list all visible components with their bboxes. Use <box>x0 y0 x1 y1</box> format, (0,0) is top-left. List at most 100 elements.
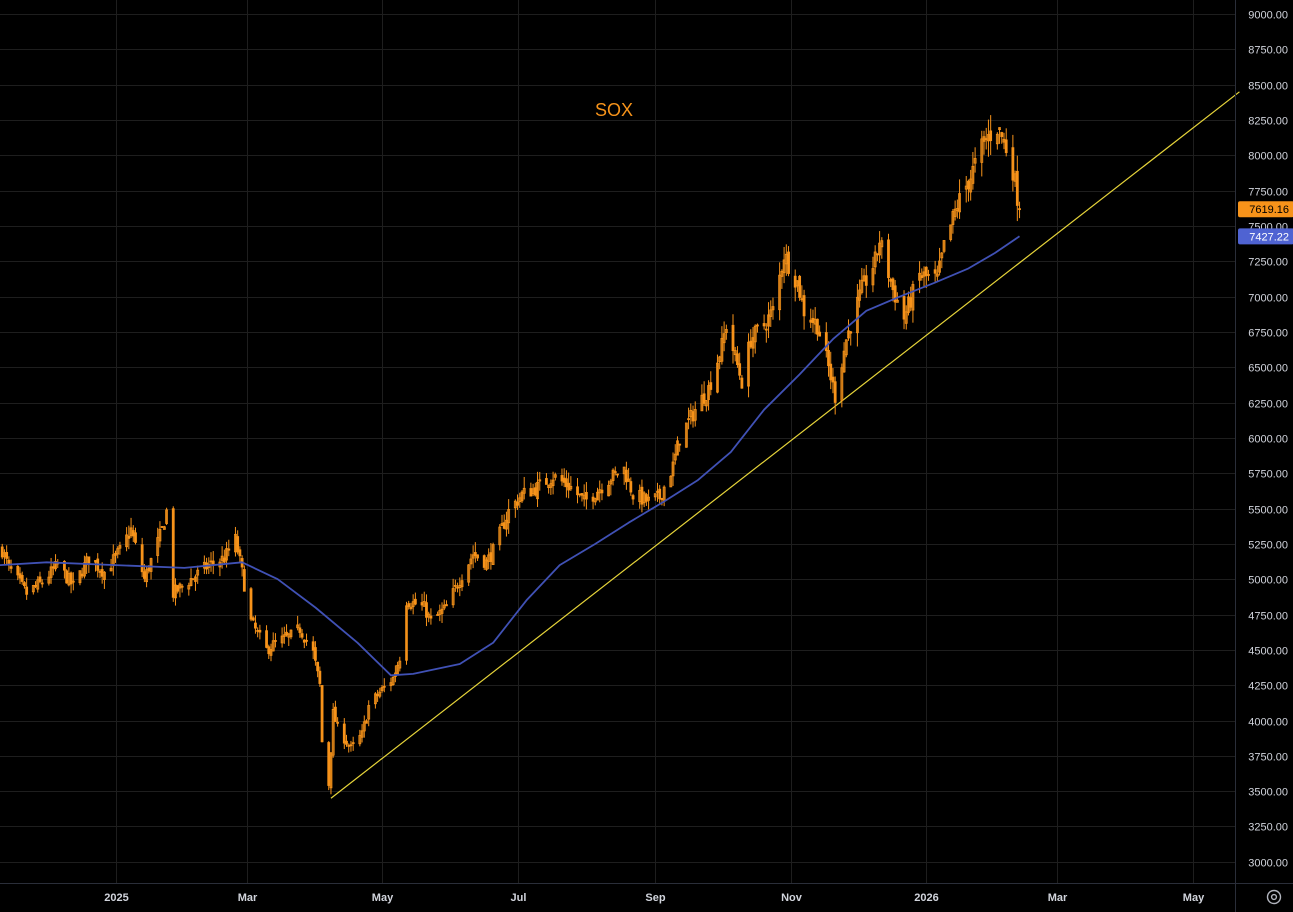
y-tick-label: 4500.00 <box>1248 646 1288 658</box>
candle-body <box>311 641 315 651</box>
candle-body <box>378 691 382 697</box>
candle-body <box>920 275 924 278</box>
candle-body <box>362 721 366 732</box>
candle-body <box>360 730 364 738</box>
candle-body <box>485 559 488 570</box>
candle-body <box>569 485 573 490</box>
candle-body <box>940 252 944 259</box>
moving-average-line <box>0 235 1021 677</box>
candle-body <box>25 586 29 595</box>
last-price-tag-bg <box>1238 201 1293 218</box>
candle-body <box>87 556 91 564</box>
candle-body <box>902 296 906 320</box>
candle-body <box>891 278 895 291</box>
candle-body <box>927 274 930 276</box>
candle-body <box>118 545 122 549</box>
candle-body <box>673 453 677 461</box>
candle-body <box>507 509 511 524</box>
trendline-layer <box>330 91 1240 799</box>
y-tick-label: 3750.00 <box>1248 752 1288 764</box>
candle-body <box>538 479 542 482</box>
candle-body <box>156 537 160 556</box>
candle-body <box>764 328 768 331</box>
candle-body <box>771 306 775 311</box>
candle-body <box>145 569 149 583</box>
candle-body <box>249 588 253 620</box>
candle-body <box>142 571 146 579</box>
candle-body <box>451 588 455 606</box>
candle-body <box>658 488 662 500</box>
candle-body <box>855 296 859 334</box>
candle-body <box>445 604 448 607</box>
candle-body <box>373 693 377 705</box>
candle-body <box>427 613 431 618</box>
settings-gear-icon[interactable] <box>1265 888 1283 906</box>
candle-body <box>580 493 584 496</box>
y-tick-label: 5750.00 <box>1248 469 1288 481</box>
candle-body <box>196 569 200 576</box>
candle-body <box>740 377 744 389</box>
candle-body <box>687 418 690 421</box>
candle-body <box>160 526 164 528</box>
candle-body <box>318 670 322 684</box>
candle-body <box>327 742 331 786</box>
candle-body <box>491 544 495 565</box>
candle-body <box>669 475 673 488</box>
candle-body <box>607 484 611 497</box>
candle-body <box>600 489 604 494</box>
candle-body <box>69 572 73 585</box>
candle-body <box>242 569 246 592</box>
candle-body <box>724 329 728 334</box>
candle-body <box>738 363 742 376</box>
candle-body <box>505 519 508 530</box>
candle-body <box>578 493 582 496</box>
candle-body <box>158 528 162 542</box>
candle-body <box>334 706 337 722</box>
candle-body <box>5 552 9 559</box>
candle-body <box>811 317 815 324</box>
candle-body <box>407 603 411 607</box>
candle-body <box>736 353 739 366</box>
candle-body <box>887 239 890 279</box>
candle-body <box>489 552 493 562</box>
x-tick-label: May <box>372 892 394 904</box>
candle-body <box>596 491 599 501</box>
candle-body <box>631 495 635 500</box>
candle-body <box>989 130 993 142</box>
x-tick-label: Jul <box>511 892 527 904</box>
candle-body <box>176 585 180 592</box>
candle-body <box>271 640 275 652</box>
candle-body <box>34 585 37 587</box>
candles-layer <box>0 115 1021 795</box>
y-tick-label: 7000.00 <box>1248 293 1288 305</box>
candle-body <box>440 608 444 614</box>
candle-body <box>302 639 306 643</box>
y-tick-label: 3000.00 <box>1248 858 1288 870</box>
candle-body <box>94 560 97 563</box>
candle-body <box>349 744 353 747</box>
trendline <box>330 91 1240 799</box>
candle-body <box>162 526 166 530</box>
candle-body <box>71 580 75 583</box>
candle-body <box>38 576 42 582</box>
candle-body <box>971 165 975 184</box>
candle-body <box>18 573 22 579</box>
y-tick-label: 5250.00 <box>1248 540 1288 552</box>
candle-body <box>653 493 657 498</box>
candle-body <box>187 585 191 590</box>
candle-body <box>396 664 399 675</box>
candle-body <box>998 127 1001 130</box>
candle-body <box>305 639 308 642</box>
candle-body <box>798 275 802 298</box>
candle-body <box>1000 132 1004 138</box>
candle-body <box>331 709 335 756</box>
candle-body <box>36 579 40 590</box>
candle-body <box>782 259 786 274</box>
candle-body <box>644 494 648 502</box>
x-tick-label: 2025 <box>104 892 128 904</box>
candle-body <box>391 676 395 686</box>
candle-body <box>827 349 830 367</box>
moving-average-tag-bg <box>1238 228 1293 245</box>
candle-body <box>358 735 362 745</box>
x-tick-label: Sep <box>645 892 665 904</box>
